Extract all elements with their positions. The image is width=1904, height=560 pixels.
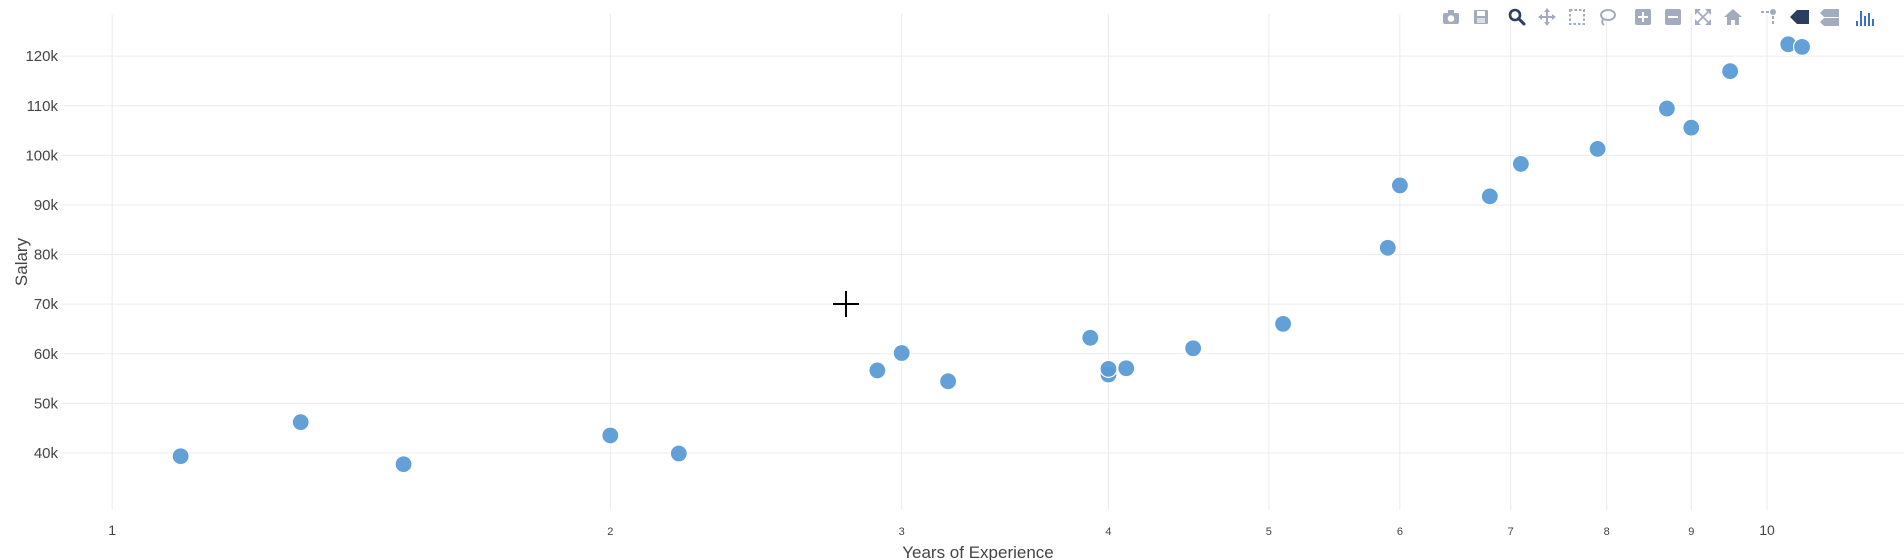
x-tick-label: 7	[1508, 526, 1514, 538]
pan-button[interactable]	[1536, 6, 1558, 28]
data-point[interactable]	[1511, 154, 1530, 174]
y-tick-label: 100k	[25, 147, 58, 164]
save-button[interactable]	[1470, 6, 1492, 28]
data-points	[171, 35, 1812, 474]
x-tick-label: 3	[899, 526, 905, 538]
spike-lines-button[interactable]	[1758, 6, 1780, 28]
x-tick-label: 4	[1105, 526, 1111, 538]
plotly-logo-button[interactable]	[1854, 6, 1876, 28]
autoscale-button[interactable]	[1692, 6, 1714, 28]
plotly-logo-icon	[1856, 11, 1874, 26]
gridlines	[60, 14, 1904, 510]
data-point[interactable]	[1682, 118, 1701, 137]
y-tick-label: 110k	[27, 98, 59, 115]
x-axis-title: Years of Experience	[902, 543, 1054, 560]
data-point[interactable]	[1792, 37, 1812, 56]
data-point[interactable]	[1273, 314, 1293, 333]
data-point[interactable]	[1117, 359, 1136, 378]
data-point[interactable]	[1378, 238, 1397, 257]
zoom-button[interactable]	[1506, 6, 1528, 28]
hover-closest-button[interactable]	[1788, 6, 1810, 28]
data-point[interactable]	[601, 426, 620, 445]
tick-labels: 1 2 3 4 5 6 7 8 9 10 40k 50k 60k 70k 80k 90k 100k 110k 120…	[25, 48, 1775, 538]
hover-compare-button[interactable]	[1818, 6, 1840, 28]
data-point[interactable]	[1184, 339, 1203, 358]
data-point[interactable]	[1657, 99, 1677, 118]
camera-button[interactable]	[1440, 6, 1462, 28]
data-point[interactable]	[1721, 62, 1740, 81]
zoom-in-button[interactable]	[1632, 6, 1654, 28]
data-point[interactable]	[1588, 139, 1607, 159]
data-point[interactable]	[939, 372, 958, 391]
autoscale-icon	[1695, 9, 1711, 25]
crosshair-cursor-icon	[833, 291, 859, 317]
reset-axes-button[interactable]	[1722, 6, 1744, 28]
y-tick-label: 70k	[34, 296, 59, 313]
box-select-icon	[1569, 9, 1585, 25]
zoom-out-icon	[1665, 9, 1681, 25]
data-point[interactable]	[1099, 359, 1118, 378]
save-icon	[1474, 10, 1488, 24]
camera-icon	[1443, 10, 1459, 24]
data-point[interactable]	[1480, 187, 1499, 206]
x-tick-label: 2	[607, 526, 613, 538]
zoom-out-button[interactable]	[1662, 6, 1684, 28]
data-point[interactable]	[171, 447, 190, 466]
y-tick-label: 50k	[34, 395, 59, 412]
box-select-button[interactable]	[1566, 6, 1588, 28]
x-tick-label: 9	[1688, 526, 1694, 538]
y-tick-label: 80k	[34, 247, 59, 264]
pan-icon	[1538, 8, 1556, 26]
x-tick-label: 5	[1266, 526, 1272, 538]
y-tick-label: 40k	[34, 445, 59, 462]
zoom-icon	[1508, 8, 1526, 26]
data-point[interactable]	[291, 413, 310, 432]
lasso-icon	[1600, 9, 1616, 26]
x-tick-label: 6	[1397, 526, 1403, 538]
modebar	[1436, 6, 1880, 28]
data-point[interactable]	[669, 444, 688, 463]
y-axis-title: Salary	[12, 237, 31, 286]
data-point[interactable]	[892, 343, 911, 363]
spike-lines-icon	[1761, 9, 1776, 24]
data-point[interactable]	[1390, 176, 1409, 195]
y-tick-label: 120k	[25, 48, 58, 65]
x-tick-label: 10	[1759, 522, 1775, 538]
x-tick-label: 1	[108, 522, 116, 538]
zoom-in-icon	[1635, 9, 1651, 25]
lasso-button[interactable]	[1596, 6, 1618, 28]
hover-closest-icon	[1790, 10, 1809, 24]
data-point[interactable]	[1081, 328, 1100, 347]
hover-compare-icon	[1820, 9, 1839, 26]
y-tick-label: 90k	[34, 197, 59, 214]
y-tick-label: 60k	[34, 346, 59, 363]
reset-axes-icon	[1724, 9, 1742, 25]
x-tick-label: 8	[1604, 526, 1610, 538]
data-point[interactable]	[394, 455, 413, 474]
data-point[interactable]	[868, 361, 887, 380]
